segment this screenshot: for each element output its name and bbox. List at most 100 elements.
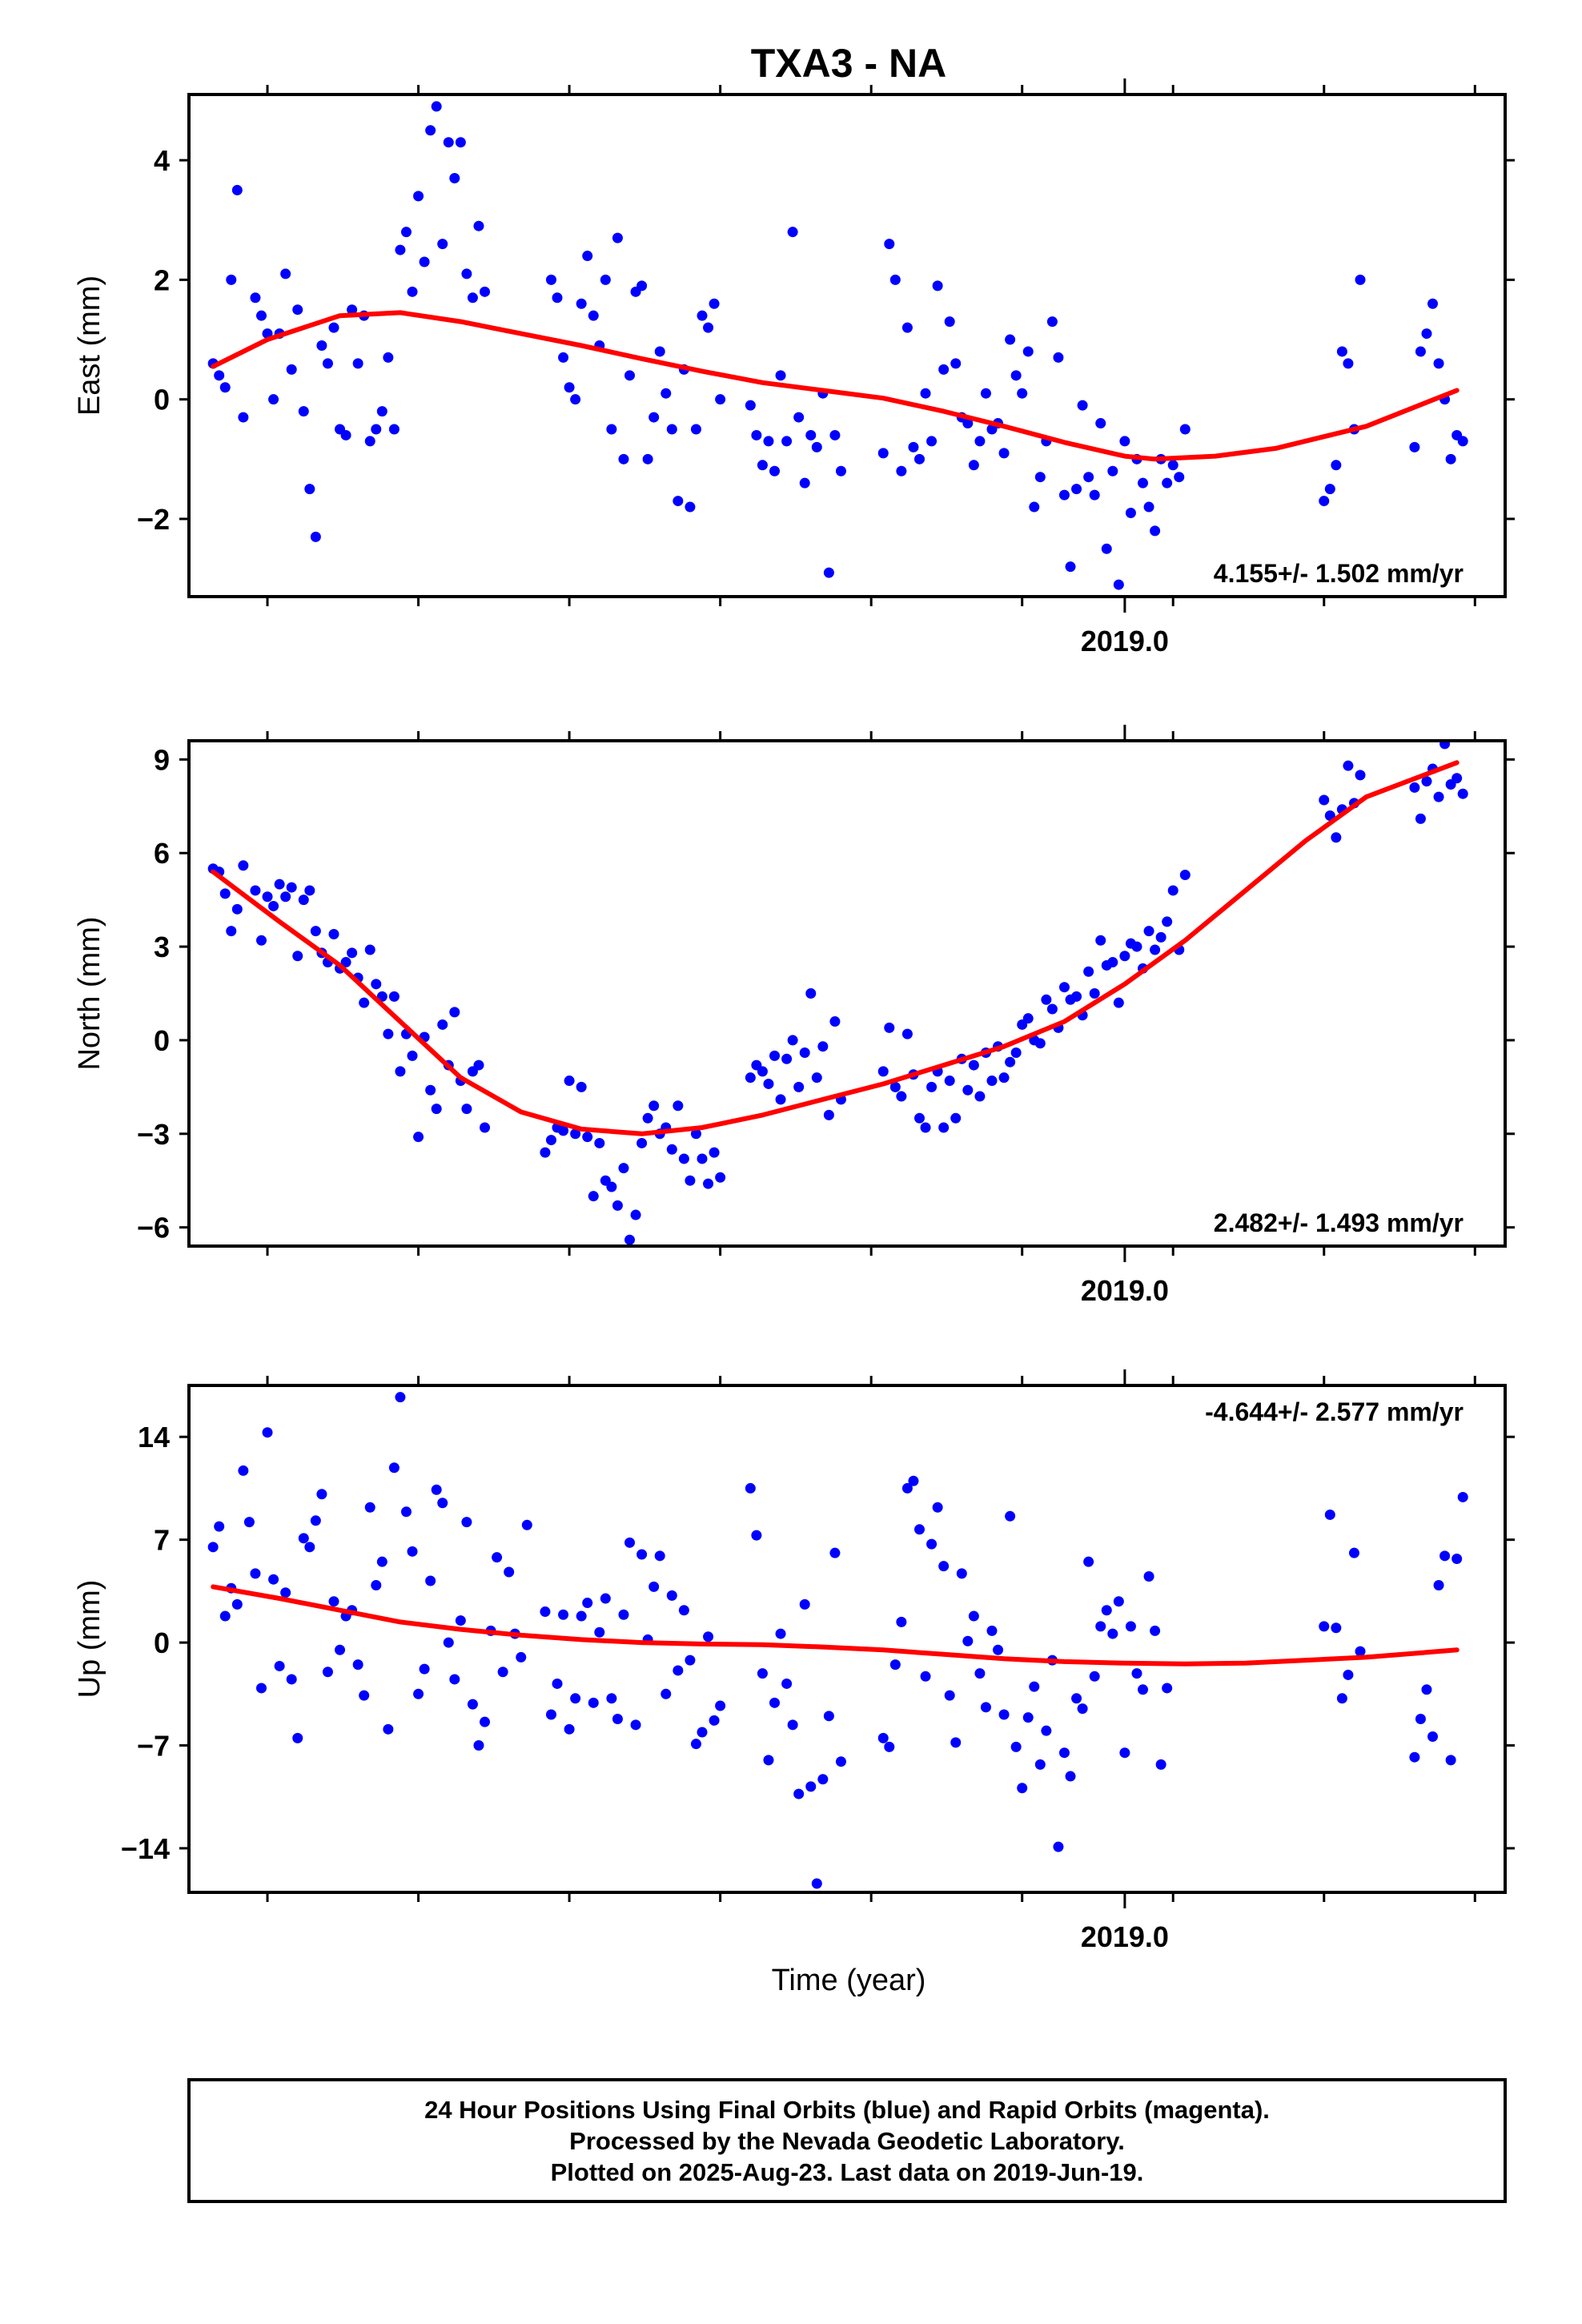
data-point — [703, 322, 714, 333]
data-point — [1433, 1580, 1444, 1591]
data-point — [1101, 1605, 1112, 1616]
data-point — [1415, 346, 1426, 357]
data-point — [1457, 1491, 1468, 1502]
data-point — [419, 256, 430, 267]
data-point — [310, 531, 321, 542]
data-point — [588, 1697, 599, 1708]
data-point — [618, 1163, 629, 1174]
data-point — [322, 1667, 333, 1678]
data-point — [1343, 358, 1354, 369]
data-point — [956, 1568, 967, 1579]
y-tick-label: 7 — [154, 1524, 170, 1557]
data-point — [1095, 418, 1106, 429]
x-tick-label: 2019.0 — [1081, 1920, 1169, 1953]
data-point — [769, 1697, 781, 1708]
data-point — [1343, 760, 1354, 771]
data-point — [383, 1723, 394, 1735]
data-point — [993, 1644, 1004, 1655]
data-point — [480, 1122, 491, 1133]
data-point — [219, 382, 231, 393]
data-point — [425, 125, 436, 136]
data-point — [431, 101, 442, 112]
data-point — [673, 496, 684, 507]
data-point — [757, 460, 768, 471]
data-point — [1150, 1625, 1161, 1636]
data-point — [328, 1596, 339, 1607]
data-point — [799, 1598, 810, 1610]
data-point — [829, 429, 841, 440]
data-point — [889, 274, 901, 285]
data-point — [901, 322, 913, 333]
data-point — [1095, 935, 1106, 946]
data-point — [383, 352, 394, 363]
data-point — [292, 951, 303, 962]
data-point — [642, 453, 653, 464]
data-point — [395, 1066, 406, 1077]
data-point — [268, 1574, 279, 1585]
data-point — [618, 1609, 629, 1620]
y-tick-label: −6 — [137, 1212, 170, 1244]
data-point — [1457, 436, 1468, 447]
data-point — [1433, 791, 1444, 802]
data-point — [654, 1550, 665, 1562]
data-point — [757, 1066, 768, 1077]
data-point — [413, 1688, 424, 1699]
data-point — [1089, 988, 1100, 999]
data-point — [407, 1050, 418, 1061]
data-point — [1336, 1693, 1347, 1704]
data-point — [1107, 1628, 1118, 1639]
data-point — [449, 1007, 460, 1018]
data-point — [1355, 770, 1366, 781]
footer-frame — [187, 2078, 1507, 2203]
data-point — [908, 1475, 919, 1486]
data-point — [268, 394, 279, 405]
data-point — [697, 1153, 708, 1164]
data-point — [950, 358, 962, 369]
data-point — [347, 304, 358, 316]
y-axis-label: Up (mm) — [73, 1580, 106, 1699]
data-point — [932, 1502, 943, 1513]
data-point — [461, 1517, 472, 1528]
data-point — [564, 382, 575, 393]
data-point — [328, 322, 339, 333]
data-point — [1029, 1681, 1040, 1692]
data-point — [763, 436, 774, 447]
data-point — [944, 1690, 955, 1701]
data-point — [781, 436, 793, 447]
data-point — [207, 1542, 219, 1553]
data-point — [612, 1200, 623, 1211]
data-point — [908, 441, 919, 452]
data-point — [582, 1132, 593, 1143]
data-point — [944, 316, 955, 328]
data-point — [950, 1737, 962, 1748]
y-tick-label: 4 — [154, 144, 170, 177]
data-point — [998, 1709, 1010, 1720]
data-point — [455, 137, 466, 148]
data-point — [926, 436, 938, 447]
data-point — [576, 1610, 587, 1622]
data-point — [968, 1059, 979, 1071]
data-point — [709, 298, 720, 309]
data-point — [443, 1637, 454, 1648]
data-point — [1452, 773, 1463, 784]
data-point — [238, 412, 249, 423]
data-point — [1095, 1621, 1106, 1632]
data-point — [962, 1084, 974, 1096]
data-point — [473, 1740, 484, 1751]
data-point — [685, 1175, 696, 1186]
data-point — [715, 1172, 726, 1183]
data-point — [913, 1524, 925, 1535]
data-point — [364, 944, 375, 955]
data-point — [467, 292, 478, 304]
data-point — [1131, 1668, 1142, 1679]
data-point — [558, 352, 569, 363]
data-point — [214, 370, 225, 381]
plot-frame — [187, 1384, 1507, 1894]
data-point — [504, 1566, 515, 1578]
data-point — [980, 1702, 991, 1713]
rate-annotation: 4.155+/- 1.502 mm/yr — [1214, 559, 1464, 588]
y-axis-label: East (mm) — [73, 275, 106, 416]
data-point — [950, 1112, 962, 1124]
data-point — [1010, 1741, 1022, 1752]
